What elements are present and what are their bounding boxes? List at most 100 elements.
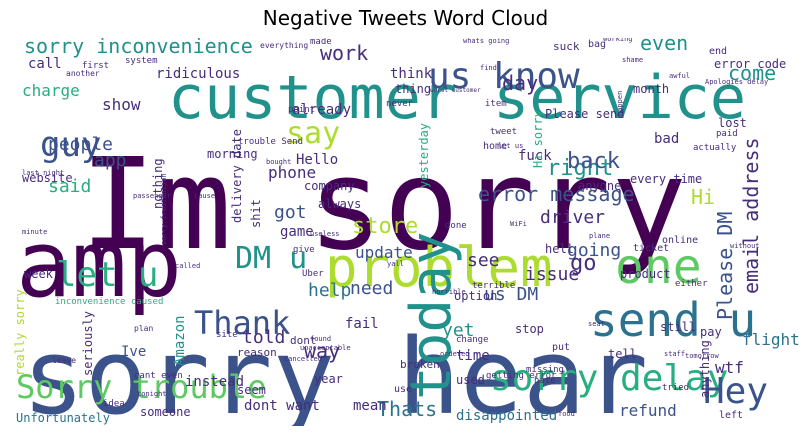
word-going: going: [567, 240, 621, 261]
word-let-us: let us: [498, 142, 523, 150]
word-used: used: [456, 373, 485, 387]
word-nothing: nothing: [151, 158, 165, 209]
word-point: point: [288, 105, 315, 115]
word-site: site: [216, 330, 238, 340]
word-tomorrow: tomorrow: [685, 352, 720, 360]
word-us-know: us know: [428, 56, 580, 97]
word-error-message: error message: [478, 182, 635, 206]
word-ordered: ordered: [440, 350, 470, 358]
word-really-sorry: really sorry: [13, 289, 27, 376]
word-website: website: [22, 171, 73, 185]
word-end: end: [709, 46, 727, 57]
word-tonight: tonight: [137, 390, 167, 398]
word-unacceptable: unacceptable: [300, 344, 351, 352]
word-horrible: horrible: [432, 288, 466, 296]
word-reason: reason: [237, 346, 277, 359]
word-option: option: [454, 289, 497, 303]
word-happen: happen: [616, 91, 624, 116]
word-right: right: [547, 156, 613, 181]
word-hi: Hi: [691, 185, 715, 209]
word-every-time: every time: [630, 172, 702, 186]
word-already: already: [292, 102, 351, 118]
word-go: go: [570, 251, 597, 276]
word-charge: charge: [22, 81, 80, 100]
word-online: online: [662, 235, 698, 246]
word-flight: flight: [742, 330, 800, 349]
word-told: told: [242, 327, 285, 348]
word-everything: everything: [260, 41, 308, 50]
word-shame: shame: [622, 56, 643, 64]
word-send-u: send u: [590, 293, 756, 347]
word-cause: cause: [194, 192, 215, 200]
word-paid: paid: [716, 129, 738, 139]
word-help: help: [308, 280, 351, 301]
word-passenger: passenger: [133, 192, 171, 200]
word-work: work: [320, 41, 368, 65]
word-delivery-date: delivery date: [230, 129, 244, 223]
word-think: think: [390, 66, 433, 82]
word-say: say: [286, 116, 340, 151]
word-fuck: fuck: [518, 148, 552, 164]
word-wtf: wtf: [715, 358, 744, 377]
word-unfortunately: Unfortunately: [16, 411, 110, 425]
word-tell: tell: [608, 347, 637, 361]
word-day: day: [502, 71, 538, 95]
word-made: made: [310, 38, 332, 47]
word-wifi: WiFi: [510, 220, 527, 228]
word-time: time: [456, 348, 490, 364]
word-use: use: [394, 384, 412, 395]
word-ticket: ticket: [633, 243, 669, 254]
word-product: product: [620, 267, 671, 281]
word-put: put: [552, 342, 570, 353]
word-hey: Hey: [703, 371, 768, 412]
word-bought: bought: [266, 158, 291, 166]
word-pay: pay: [700, 325, 722, 339]
word-sorry-inconvenience: sorry inconvenience: [24, 38, 253, 58]
word-hate: hate: [534, 376, 556, 386]
word-change: change: [456, 335, 489, 345]
word-hi-sorry: Hi sorry: [531, 110, 545, 168]
word-cant-even: cant even: [134, 371, 183, 381]
word-either: either: [675, 279, 708, 289]
word-awful: awful: [669, 72, 690, 80]
word-yesterday: yesterday: [417, 123, 431, 188]
word-call: call: [28, 56, 62, 72]
word-email-address: email address: [739, 137, 763, 294]
word-trouble-send: trouble Send: [238, 137, 303, 147]
word-staff: staff: [664, 350, 685, 358]
word-first: first: [82, 61, 109, 71]
word-store: store: [352, 214, 418, 239]
word-system: system: [125, 56, 158, 66]
word-let-u: let u: [56, 255, 158, 295]
word-anyone: anyone: [578, 179, 621, 193]
word-left: left: [719, 410, 743, 421]
word-disappointed: disappointed: [456, 408, 557, 424]
word-mean: mean: [353, 398, 387, 414]
word-thing: thing: [395, 82, 431, 96]
word-even: even: [640, 38, 688, 55]
word-got: got: [274, 202, 307, 223]
word-problem: problem: [325, 236, 553, 299]
word-seriously: seriously: [81, 311, 95, 376]
word-please-dm: Please DM: [713, 212, 737, 320]
word-dm-u: DM u: [235, 241, 307, 276]
word-actually: actually: [693, 143, 737, 153]
word-sorry-hear: sorry hear: [22, 316, 648, 426]
word-find: find: [480, 64, 497, 72]
word-called: called: [175, 262, 200, 270]
word-last-night: last night: [22, 169, 64, 177]
word-game: game: [280, 224, 314, 240]
word-dont-want: dont want: [244, 398, 320, 414]
word-someone: someone: [140, 405, 191, 419]
word-come: come: [728, 61, 776, 85]
word-error-code: error code: [714, 57, 786, 71]
word-anything: anything: [698, 340, 712, 398]
word-food: food: [558, 410, 575, 418]
figure-title: Negative Tweets Word Cloud: [262, 6, 549, 30]
word-morning: morning: [207, 147, 258, 161]
word-app: app: [94, 150, 127, 171]
word-sorry-trouble: Sorry trouble: [16, 368, 266, 406]
word-back: back: [567, 149, 620, 174]
word-driver: driver: [540, 207, 605, 228]
